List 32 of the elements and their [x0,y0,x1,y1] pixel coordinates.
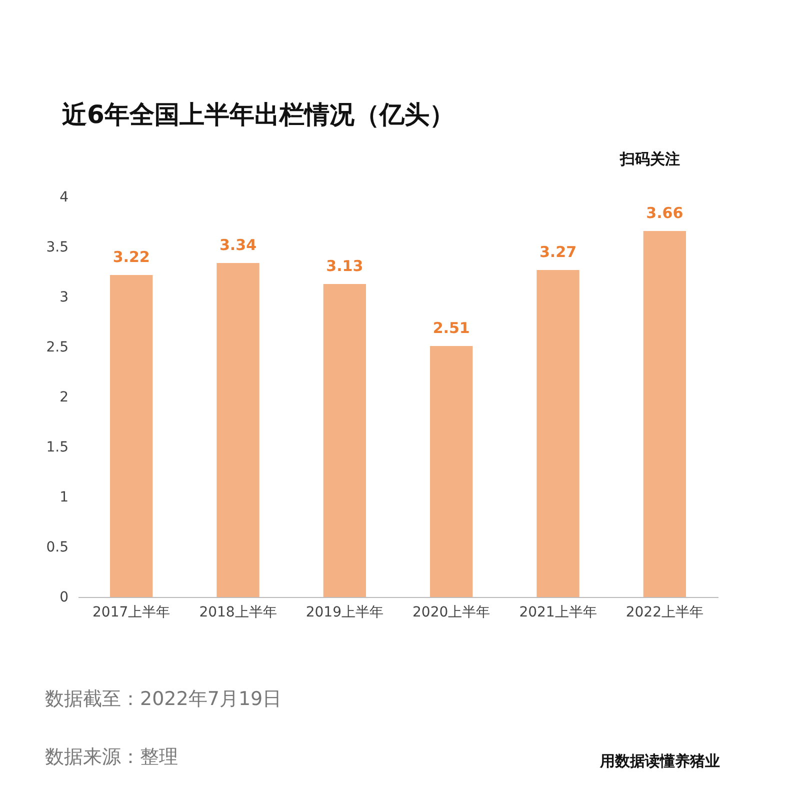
y-tick-label: 3.5 [46,240,68,256]
bar [643,231,686,597]
x-tick-label: 2020上半年 [412,604,490,620]
data-label: 3.13 [326,257,364,275]
text: 扫码关注 [620,150,680,169]
bar [110,275,153,597]
x-tick-label: 2017上半年 [92,604,170,620]
chart-title: 近6年全国上半年出栏情况（亿头） [62,99,454,131]
bar [430,346,473,597]
data-label: 3.66 [646,204,684,222]
source-note: 数据来源：整理 [45,745,178,770]
bar [536,270,580,597]
y-tick-label: 4 [60,190,69,206]
x-tick-label: 2021上半年 [519,604,597,620]
x-tick-label: 2022上半年 [626,604,704,620]
text: 用数据读懂养猪业 [600,752,720,771]
y-tick-label: 2.5 [46,340,68,356]
data-label: 3.27 [539,243,577,261]
y-tick-label: 0 [60,590,68,606]
bar [323,284,366,597]
x-tick-label: 2019上半年 [306,604,384,620]
y-tick-label: 3 [60,290,68,306]
y-tick-label: 0.5 [46,540,68,556]
y-tick-label: 1 [60,490,68,506]
text: 数据截至：2022年7月19日 [45,687,282,712]
y-tick-label: 1.5 [46,440,68,456]
x-tick-label: 2018上半年 [199,604,277,620]
y-tick-label: 2 [60,390,68,406]
data-label: 3.22 [112,248,150,266]
data-label: 3.34 [219,236,257,254]
data-label: 2.51 [432,319,470,337]
bar [216,263,260,597]
